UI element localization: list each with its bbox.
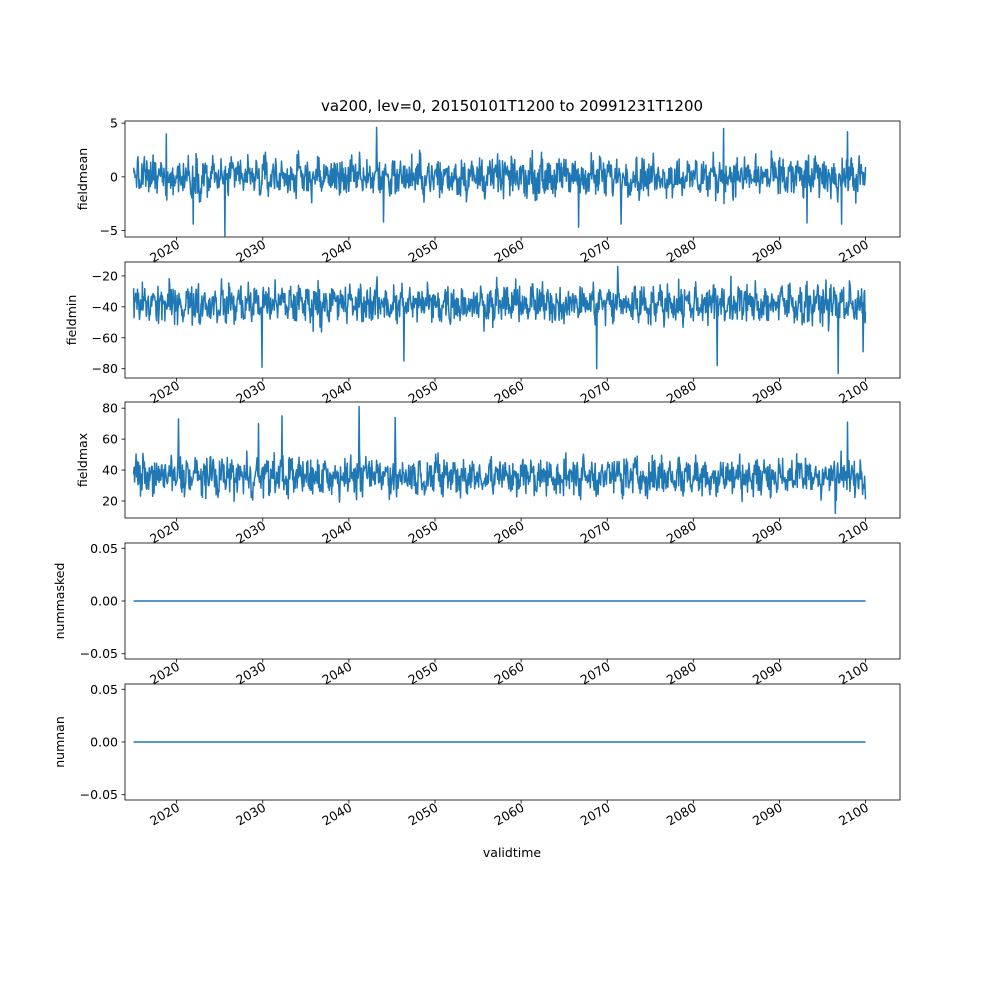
y-tick-label: −80 bbox=[92, 361, 118, 376]
panel-background bbox=[125, 262, 900, 378]
axes-frame bbox=[124, 120, 901, 238]
series-line-fieldmin bbox=[132, 265, 867, 375]
y-tick-label: 60 bbox=[102, 432, 118, 447]
y-axis-label: numnan bbox=[52, 716, 67, 768]
y-axis-label: fieldmean bbox=[75, 148, 90, 210]
x-axis-label: validtime bbox=[483, 845, 541, 860]
y-tick-label: 0.05 bbox=[90, 541, 118, 556]
y-tick-label: 0.00 bbox=[90, 594, 118, 609]
y-axis-label: fieldmax bbox=[75, 433, 90, 487]
y-tick-label: 20 bbox=[102, 493, 118, 508]
chart-title: va200, lev=0, 20150101T1200 to 20991231T… bbox=[321, 97, 703, 115]
axes-frame bbox=[124, 401, 901, 519]
y-tick-label: −20 bbox=[92, 268, 118, 283]
axes-frame bbox=[124, 261, 901, 379]
y-tick-label: 0 bbox=[110, 169, 118, 184]
series-line-fieldmax bbox=[132, 405, 867, 515]
y-tick-label: −0.05 bbox=[80, 646, 118, 661]
y-axis-label: nummasked bbox=[52, 563, 67, 640]
y-tick-label: −40 bbox=[92, 299, 118, 314]
y-axis-label: fieldmin bbox=[64, 295, 79, 346]
y-tick-label: 40 bbox=[102, 463, 118, 478]
y-tick-label: 0.00 bbox=[90, 735, 118, 750]
series-line-fieldmean bbox=[132, 126, 867, 237]
y-tick-label: −0.05 bbox=[80, 787, 118, 802]
y-tick-label: 5 bbox=[110, 116, 118, 131]
y-tick-label: −60 bbox=[92, 330, 118, 345]
y-tick-label: 0.05 bbox=[90, 682, 118, 697]
y-tick-label: 80 bbox=[102, 401, 118, 416]
panel-background bbox=[125, 402, 900, 518]
y-tick-label: −5 bbox=[100, 223, 118, 238]
